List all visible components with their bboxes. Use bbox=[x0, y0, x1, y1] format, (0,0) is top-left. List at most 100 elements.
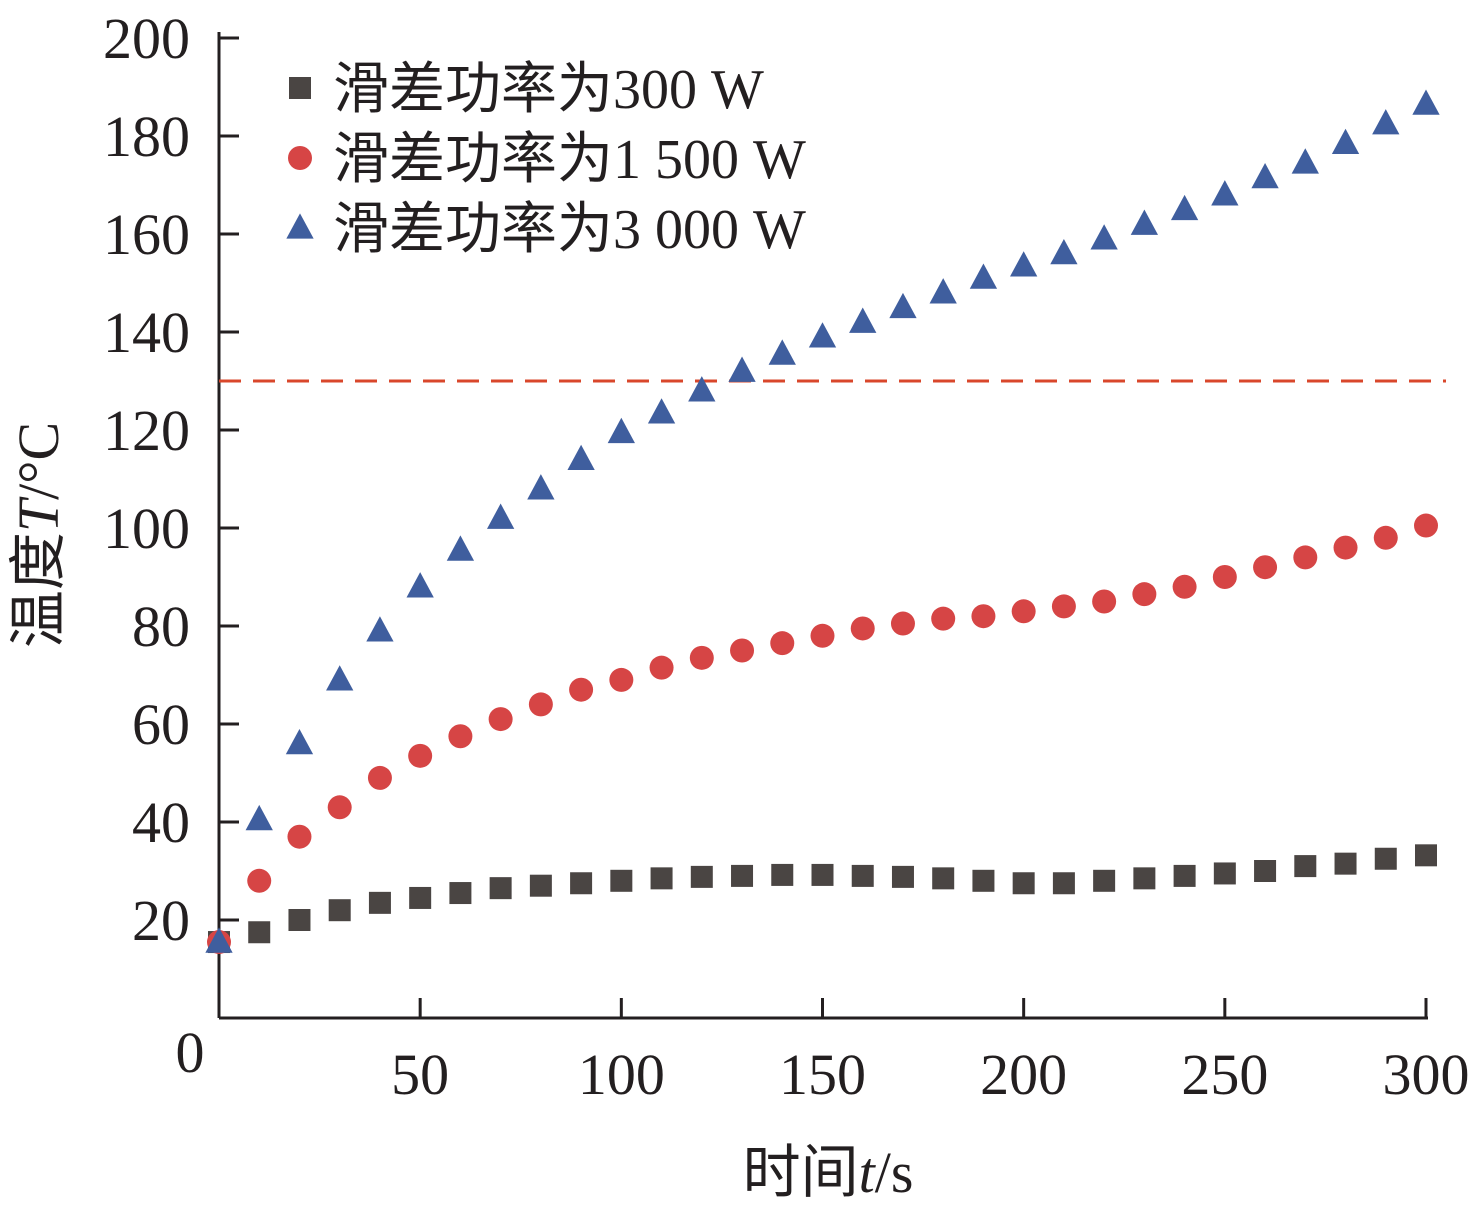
circle-point bbox=[1011, 599, 1036, 624]
triangle-point bbox=[808, 322, 837, 348]
x-tick-label: 250 bbox=[1181, 1042, 1268, 1107]
triangle-point bbox=[889, 292, 917, 319]
circle-point bbox=[1051, 594, 1076, 619]
circle-point bbox=[1293, 545, 1318, 570]
circle-point bbox=[730, 638, 755, 663]
triangle-point bbox=[1331, 128, 1360, 154]
square-point bbox=[1093, 869, 1116, 892]
triangle-point bbox=[406, 572, 434, 598]
triangle-point bbox=[688, 376, 716, 402]
y-tick-label: 100 bbox=[103, 496, 190, 561]
x-axis-title-var: t bbox=[859, 1140, 877, 1205]
triangle-point bbox=[1130, 209, 1159, 235]
circle-point bbox=[327, 795, 352, 820]
square-point bbox=[811, 863, 834, 886]
square-point bbox=[731, 864, 754, 887]
circle-point bbox=[1172, 574, 1197, 599]
square-point bbox=[1133, 867, 1156, 890]
series-circle bbox=[207, 513, 1438, 955]
circle-point bbox=[649, 655, 674, 680]
circle-point bbox=[1333, 535, 1358, 560]
y-tick-label: 120 bbox=[103, 398, 190, 463]
circle-point bbox=[1212, 565, 1237, 589]
triangle-point bbox=[1291, 148, 1319, 174]
series-square bbox=[208, 844, 1437, 954]
square-point bbox=[1173, 864, 1196, 887]
y-tick-label: 80 bbox=[132, 594, 190, 659]
circle-point bbox=[810, 623, 835, 648]
square-point bbox=[489, 877, 512, 900]
square-point bbox=[851, 864, 874, 887]
triangle-point bbox=[849, 307, 877, 333]
circle-point bbox=[408, 743, 433, 768]
circle-point bbox=[448, 724, 473, 749]
circle-point bbox=[609, 667, 634, 692]
triangle-point bbox=[326, 665, 354, 691]
legend-marker-square bbox=[289, 77, 311, 99]
circle-point bbox=[488, 707, 513, 732]
square-point bbox=[690, 865, 713, 888]
triangle-point bbox=[647, 398, 676, 424]
square-point bbox=[771, 863, 794, 886]
triangle-point bbox=[285, 728, 314, 755]
circle-point bbox=[367, 765, 392, 790]
y-axis-title-var: T bbox=[6, 496, 71, 532]
circle-point bbox=[1253, 555, 1278, 580]
triangle-point bbox=[567, 444, 595, 471]
square-point bbox=[570, 872, 593, 895]
y-axis-title-suffix: /°C bbox=[6, 422, 71, 500]
circle-point bbox=[247, 868, 272, 893]
square-point bbox=[449, 882, 472, 905]
triangle-point bbox=[1170, 194, 1199, 221]
square-point bbox=[328, 899, 351, 922]
circle-point bbox=[287, 824, 312, 849]
circle-point bbox=[770, 631, 795, 656]
x-tick-label: 200 bbox=[980, 1042, 1067, 1107]
square-point bbox=[1213, 862, 1236, 885]
axes: 20 40 60 80 100 120 140 160 180 200 50 100 150 200 250… bbox=[103, 6, 1470, 1107]
square-point bbox=[650, 867, 673, 890]
legend-label: 滑差功率为1 500 W bbox=[333, 129, 806, 191]
y-tick-label: 160 bbox=[103, 202, 190, 267]
y-axis-title: 温度T/°C bbox=[6, 422, 71, 648]
circle-point bbox=[850, 616, 875, 641]
y-axis-title-prefix: 温度 bbox=[6, 532, 71, 648]
x-axis-title: 时间t/s bbox=[743, 1140, 914, 1205]
square-point bbox=[1374, 847, 1397, 870]
y-tick-label: 20 bbox=[132, 888, 190, 953]
circle-point bbox=[1092, 589, 1117, 614]
legend-marker-circle bbox=[288, 146, 312, 170]
square-point bbox=[1012, 872, 1035, 895]
x-tick-label: 100 bbox=[578, 1042, 665, 1107]
triangle-point bbox=[1090, 224, 1118, 250]
circle-point bbox=[1132, 582, 1157, 607]
square-point bbox=[891, 865, 914, 888]
square-point bbox=[529, 874, 552, 897]
series-triangle bbox=[205, 89, 1440, 953]
legend-marker-triangle bbox=[286, 213, 314, 239]
triangle-point bbox=[768, 339, 796, 365]
square-point bbox=[368, 891, 391, 914]
square-point bbox=[248, 921, 271, 944]
square-point bbox=[1254, 860, 1277, 882]
x-tick-label: 300 bbox=[1383, 1042, 1470, 1107]
origin-label: 0 bbox=[176, 1020, 205, 1085]
square-point bbox=[1334, 852, 1357, 875]
circle-point bbox=[528, 692, 553, 717]
triangle-point bbox=[366, 616, 394, 642]
y-tick-label: 140 bbox=[103, 300, 190, 365]
x-axis-title-suffix: /s bbox=[875, 1140, 914, 1205]
circle-point bbox=[1414, 513, 1438, 538]
square-point bbox=[409, 886, 432, 909]
triangle-point bbox=[728, 356, 756, 382]
triangle-point bbox=[486, 503, 515, 529]
legend-label: 滑差功率为300 W bbox=[333, 59, 764, 121]
x-tick-label: 50 bbox=[391, 1042, 449, 1107]
y-tick-label: 60 bbox=[132, 692, 190, 757]
triangle-point bbox=[969, 263, 998, 289]
square-point bbox=[288, 909, 311, 931]
legend: 滑差功率为300 W 滑差功率为1 500 W 滑差功率为3 000 W bbox=[286, 59, 806, 261]
triangle-point bbox=[929, 278, 957, 304]
square-point bbox=[610, 869, 633, 892]
